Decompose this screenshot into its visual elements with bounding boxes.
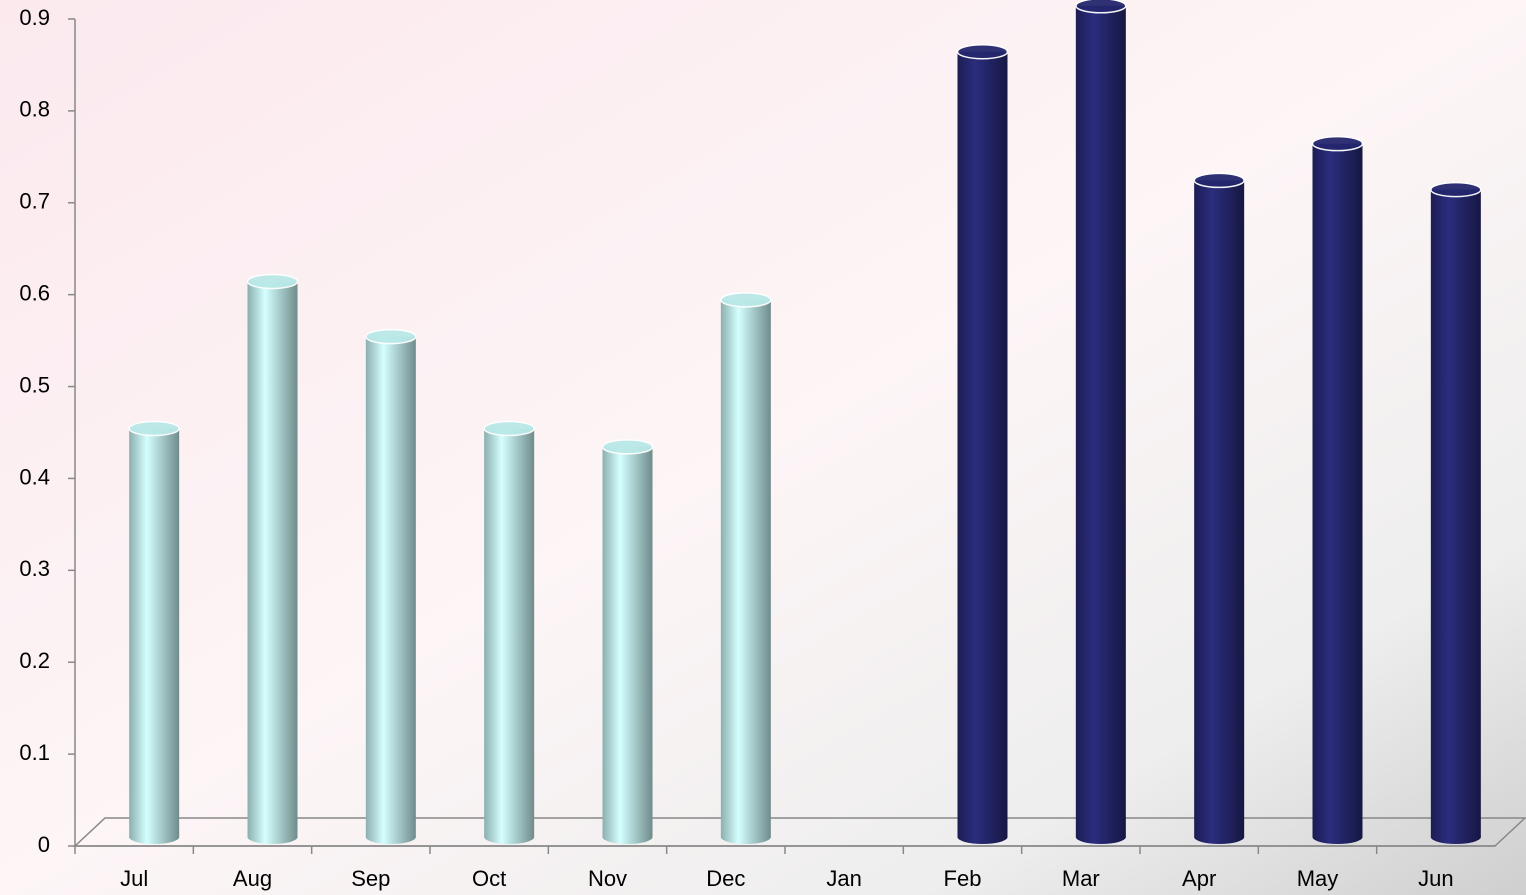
bar-top (1075, 0, 1127, 14)
bar (1075, 0, 1127, 844)
bar-body (365, 336, 416, 837)
bar (956, 44, 1009, 844)
bar-top (1311, 135, 1364, 152)
x-tick-label: Aug (233, 866, 272, 891)
y-tick-label: 0.8 (19, 97, 50, 122)
bar (1430, 181, 1482, 844)
x-tick-label: Mar (1062, 866, 1100, 891)
bar-body (602, 446, 653, 837)
y-tick-label: 0.1 (19, 740, 50, 765)
bar (1311, 135, 1364, 844)
x-tick-label: Jan (826, 866, 861, 891)
x-tick-label: Jul (120, 866, 148, 891)
bar (483, 420, 535, 844)
y-tick-label: 0 (38, 832, 50, 857)
bar-body (1312, 143, 1363, 838)
bar-top (601, 439, 654, 455)
bar-body (1430, 189, 1481, 838)
bar-top (1193, 172, 1245, 189)
bar-body (484, 428, 535, 837)
x-tick-label: Jun (1418, 866, 1453, 891)
x-tick-label: Feb (944, 866, 982, 891)
bar-body (720, 299, 771, 837)
bar-body (957, 51, 1008, 837)
bar-top (246, 273, 299, 290)
bar-body (1194, 180, 1245, 837)
x-tick-label: Sep (351, 866, 390, 891)
x-tick-label: Nov (588, 866, 627, 891)
y-tick-label: 0.9 (19, 5, 50, 30)
x-tick-label: Oct (472, 866, 506, 891)
y-tick-label: 0.7 (19, 189, 50, 214)
y-tick-label: 0.4 (19, 464, 50, 489)
bar (1193, 172, 1245, 844)
x-tick-label: Dec (706, 866, 745, 891)
bar-top (128, 420, 180, 437)
bar (720, 292, 772, 844)
bar-body (1075, 5, 1126, 838)
y-tick-label: 0.3 (19, 556, 50, 581)
bar (128, 420, 180, 844)
x-tick-label: May (1297, 866, 1339, 891)
bar-top (483, 420, 535, 437)
bar-top (720, 292, 772, 308)
bar-top (1430, 181, 1482, 198)
bar-top (365, 328, 417, 345)
y-tick-label: 0.6 (19, 280, 50, 305)
bar-body (247, 281, 298, 837)
y-tick-label: 0.2 (19, 648, 50, 673)
bar (365, 328, 417, 844)
bar-top (956, 44, 1009, 60)
y-tick-label: 0.5 (19, 372, 50, 397)
bar-body (129, 428, 180, 837)
x-tick-label: Apr (1182, 866, 1216, 891)
bar (246, 273, 299, 844)
bar (601, 439, 654, 844)
